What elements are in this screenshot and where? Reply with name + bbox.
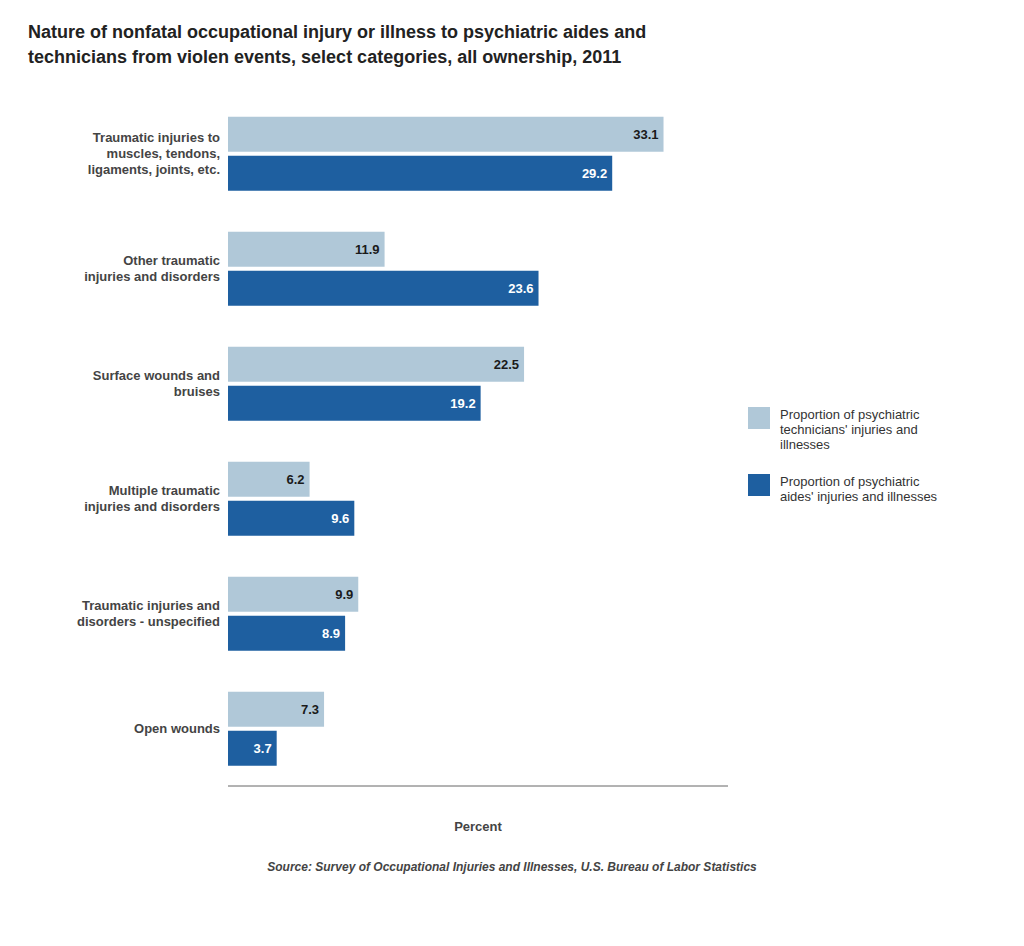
html-text:Proportion of psychiatric aide: Proportion of psychiatric aides' injurie…	[780, 473, 938, 504]
svg-text:8.9: 8.9	[322, 626, 340, 641]
svg-text:Multiple traumaticinjuries and: Multiple traumaticinjuries and disorders	[84, 484, 220, 515]
svg-text:Surface wounds andbruises: Surface wounds andbruises	[93, 369, 220, 400]
svg-text:22.5: 22.5	[494, 357, 519, 372]
svg-text:7.3: 7.3	[301, 702, 319, 717]
html-text:Proportion of psychiatric tech: Proportion of psychiatric technicians' i…	[780, 406, 920, 452]
svg-text:9.9: 9.9	[335, 587, 353, 602]
svg-text:33.1: 33.1	[633, 127, 658, 142]
svg-text:Traumatic injuries anddisorder: Traumatic injuries anddisorders - unspec…	[77, 599, 220, 630]
svg-text:23.6: 23.6	[508, 281, 533, 296]
svg-text:Open wounds: Open wounds	[134, 721, 220, 736]
svg-text:Percent: Percent	[454, 819, 502, 834]
svg-text:3.7: 3.7	[254, 741, 272, 756]
html-text:Source: Survey of Occupational: Source: Survey of Occupational Injuries …	[267, 860, 757, 875]
svg-text:19.2: 19.2	[450, 396, 475, 411]
svg-text:Traumatic injuries tomuscles,: Traumatic injuries tomuscles, tendons,li…	[88, 131, 220, 177]
svg-text:9.6: 9.6	[331, 511, 349, 526]
svg-text:6.2: 6.2	[287, 472, 305, 487]
svg-text:Other traumaticinjuries and di: Other traumaticinjuries and disorders	[84, 254, 220, 285]
html-text:Nature of nonfatal occupationa: Nature of nonfatal occupational injury o…	[28, 22, 647, 68]
svg-text:29.2: 29.2	[582, 166, 607, 181]
svg-text:11.9: 11.9	[355, 242, 380, 257]
